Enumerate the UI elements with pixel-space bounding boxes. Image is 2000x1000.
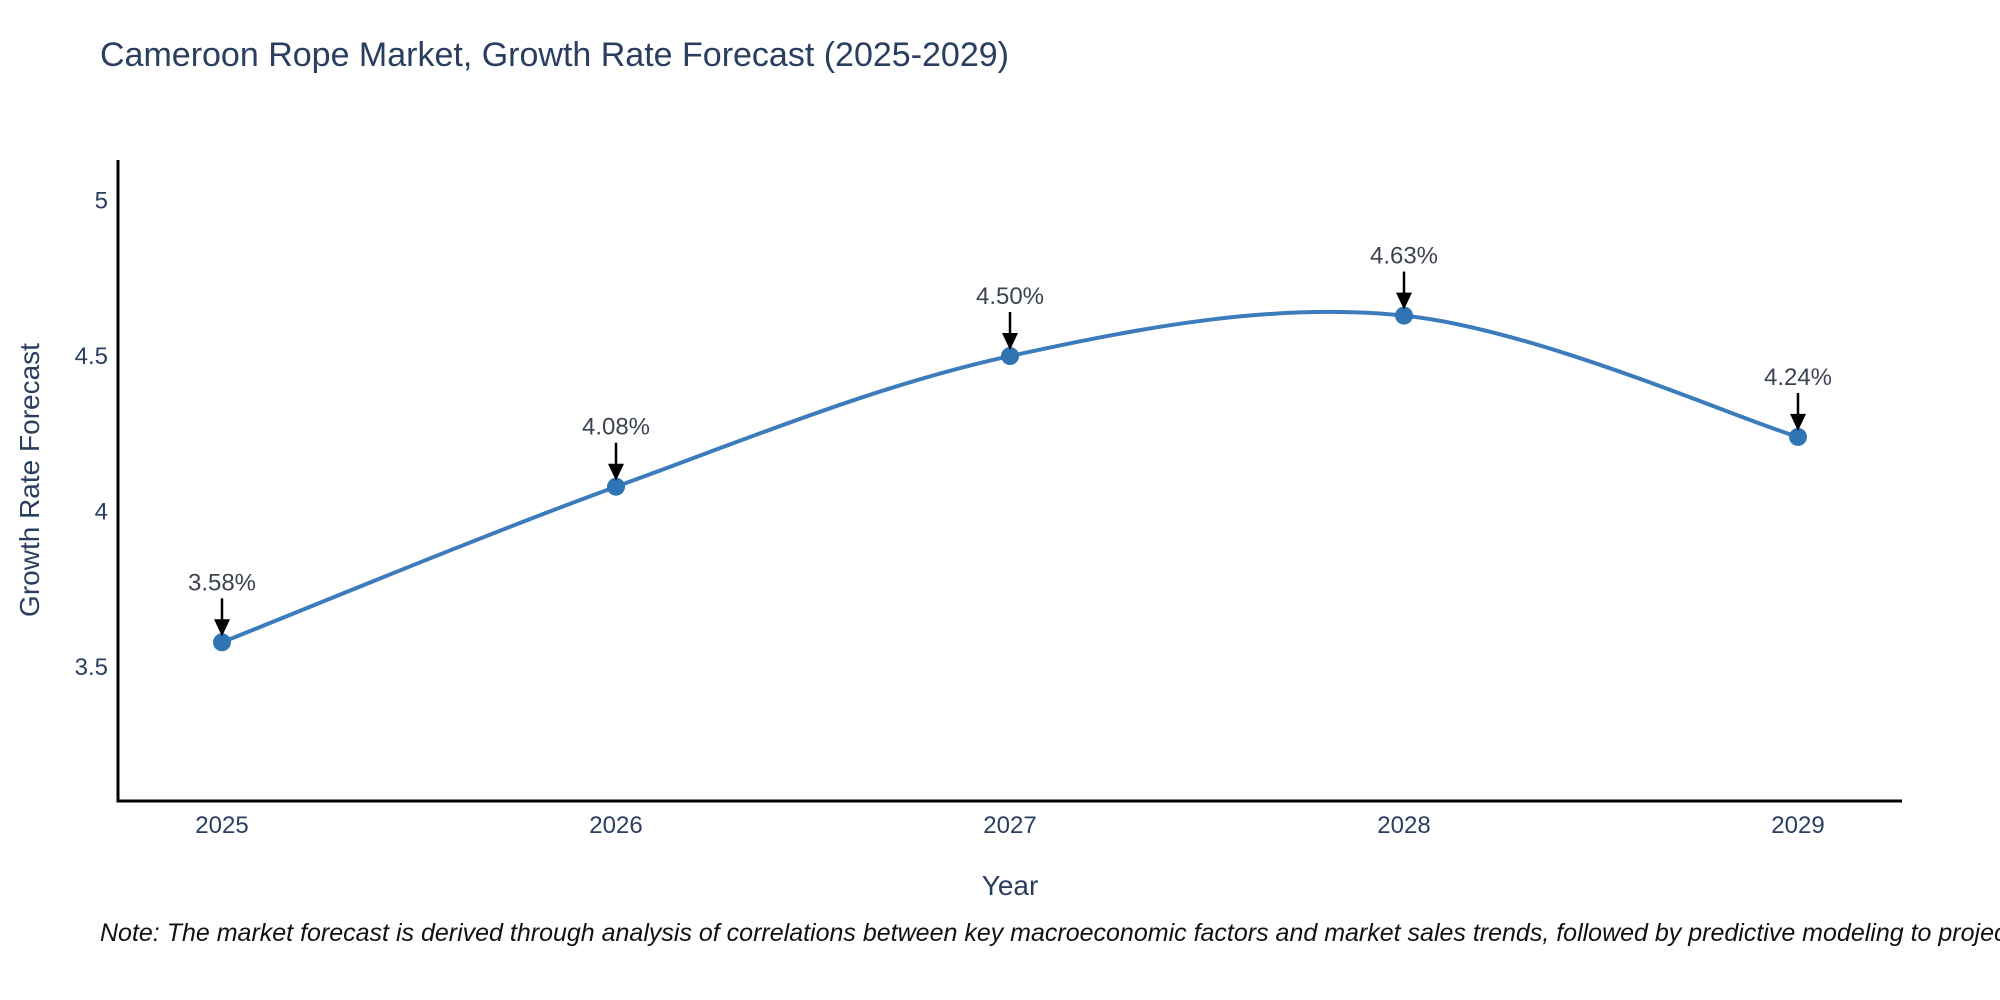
x-axis-title: Year [981,870,1039,901]
data-point-marker [1001,347,1019,366]
y-tick-label: 5 [95,187,108,214]
data-point-label: 4.08% [582,414,650,441]
y-axis-title: Growth Rate Forecast [14,343,45,617]
data-point-label: 4.24% [1764,364,1832,391]
chart-title: Cameroon Rope Market, Growth Rate Foreca… [100,36,1009,74]
x-tick-label: 2027 [983,812,1036,839]
annotation-arrow-head [1396,292,1412,310]
annotation-arrow-head [214,619,230,637]
x-tick-label: 2025 [195,812,248,839]
data-point-label: 3.58% [188,569,256,596]
x-tick-label: 2026 [589,812,642,839]
data-point-label: 4.50% [976,283,1044,310]
x-tick-label: 2028 [1377,812,1430,839]
y-tick-label: 3.5 [75,654,108,681]
y-tick-label: 4.5 [75,343,108,370]
x-tick-label: 2029 [1771,812,1824,839]
annotation-arrow-head [1790,413,1806,431]
data-point-marker [213,633,231,652]
footnote-text: Note: The market forecast is derived thr… [100,919,2000,947]
annotation-arrow-head [1002,333,1018,351]
data-point-marker [1395,306,1413,325]
data-point-marker [1789,427,1807,446]
annotation-arrow-head [608,463,624,481]
data-point-marker [607,477,625,496]
data-point-label: 4.63% [1370,243,1438,270]
y-tick-label: 4 [95,499,108,526]
